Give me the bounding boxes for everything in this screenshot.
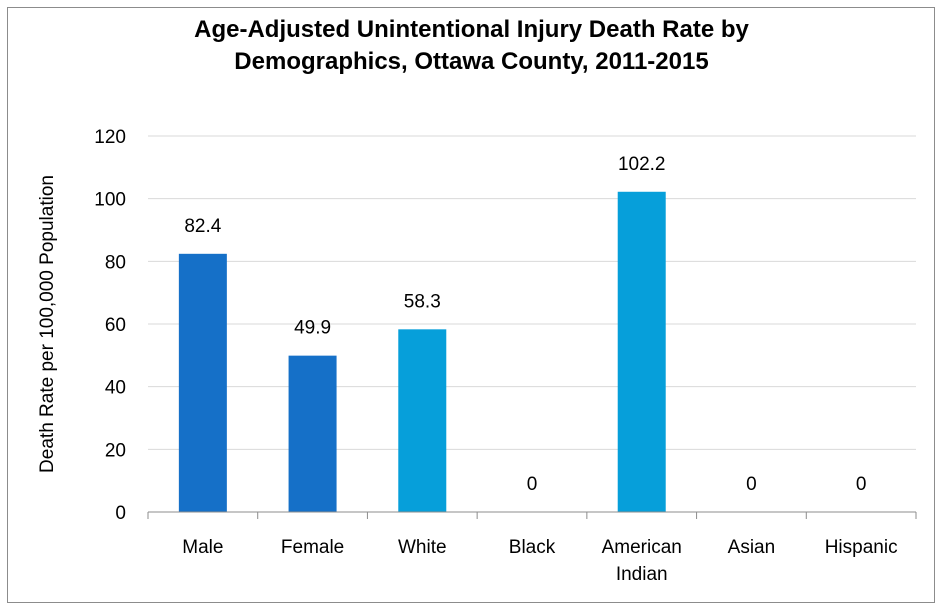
y-tick-label: 20: [105, 440, 126, 461]
y-tick-label: 60: [105, 315, 126, 336]
x-tick-label: Hispanic: [825, 537, 898, 558]
x-tick-label: Asian: [728, 537, 776, 558]
y-axis-label: Death Rate per 100,000 Population: [37, 175, 58, 473]
y-tick-label: 120: [94, 127, 126, 148]
bar: [288, 355, 337, 512]
data-label: 0: [856, 474, 867, 495]
x-tick-label: Male: [182, 537, 223, 558]
bar: [178, 253, 227, 512]
y-axis: 0 20 40 60 80 100 120: [94, 127, 126, 524]
chart-title: Age-Adjusted Unintentional Injury Death …: [0, 14, 943, 78]
data-label: 82.4: [184, 216, 221, 237]
data-label: 102.2: [618, 154, 666, 175]
y-tick-label: 100: [94, 190, 126, 211]
y-tick-label: 40: [105, 378, 126, 399]
x-axis: Male Female White Black American Indian Asian H…: [147, 511, 917, 585]
x-tick-label: Female: [281, 537, 344, 558]
data-label: 58.3: [404, 291, 441, 312]
chart-frame: [7, 7, 935, 603]
bar: [617, 191, 666, 513]
y-tick-label: 0: [115, 503, 126, 524]
y-tick-label: 80: [105, 252, 126, 273]
gridlines: [148, 135, 916, 450]
x-tick-label: American: [602, 537, 682, 558]
chart-title-line-2: Demographics, Ottawa County, 2011-2015: [234, 48, 709, 75]
bar: [398, 329, 447, 512]
x-tick-label: Black: [509, 537, 556, 558]
data-label: 0: [746, 474, 757, 495]
bars: 82.4 49.9 58.3 0 102.2 0 0: [178, 154, 867, 513]
data-label: 49.9: [294, 318, 331, 339]
data-label: 0: [527, 474, 538, 495]
x-tick-label: White: [398, 537, 447, 558]
chart-title-line-1: Age-Adjusted Unintentional Injury Death …: [194, 16, 749, 43]
x-tick-label: Indian: [616, 564, 668, 585]
